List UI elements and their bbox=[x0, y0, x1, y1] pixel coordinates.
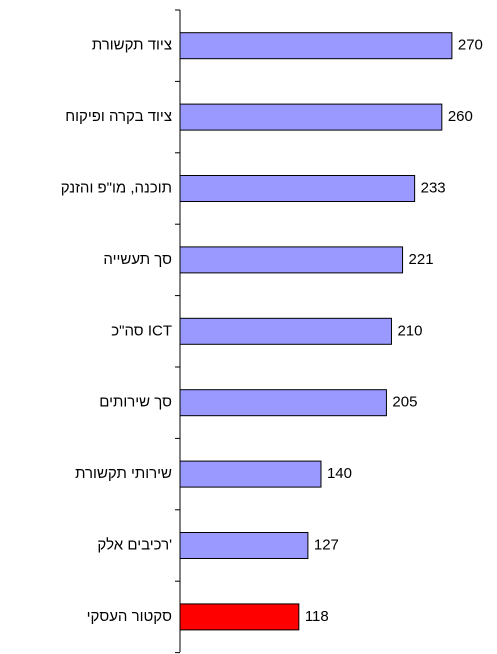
category-label: סה"כ ICT bbox=[111, 322, 172, 339]
bar bbox=[179, 32, 453, 60]
bar bbox=[179, 389, 387, 417]
bar bbox=[179, 175, 416, 202]
value-label: 210 bbox=[397, 322, 422, 339]
category-label: תוכנה, מו"פ והזנק bbox=[61, 179, 172, 196]
value-label: 118 bbox=[305, 608, 329, 625]
category-label: ציוד בקרה ופיקוח bbox=[65, 108, 172, 125]
bar bbox=[179, 460, 322, 488]
value-label: 205 bbox=[392, 394, 417, 411]
category-label: סך שירותים bbox=[99, 394, 172, 411]
bar bbox=[179, 603, 300, 631]
bar bbox=[179, 532, 309, 559]
category-label: רכיבים אלק' bbox=[97, 536, 172, 553]
value-label: 221 bbox=[409, 251, 434, 268]
value-label: 127 bbox=[314, 536, 339, 553]
bar bbox=[179, 317, 392, 345]
category-label: סקטור העסקי bbox=[87, 608, 173, 625]
category-label: שירותי תקשורת bbox=[75, 465, 172, 482]
value-label: 233 bbox=[421, 179, 446, 196]
category-label: ציוד תקשורת bbox=[92, 37, 172, 54]
bar bbox=[179, 246, 404, 274]
value-label: 140 bbox=[327, 465, 352, 482]
category-label: סך תעשייה bbox=[103, 251, 172, 268]
value-label: 260 bbox=[448, 108, 473, 125]
value-label: 270 bbox=[458, 37, 483, 54]
bar bbox=[179, 103, 443, 131]
